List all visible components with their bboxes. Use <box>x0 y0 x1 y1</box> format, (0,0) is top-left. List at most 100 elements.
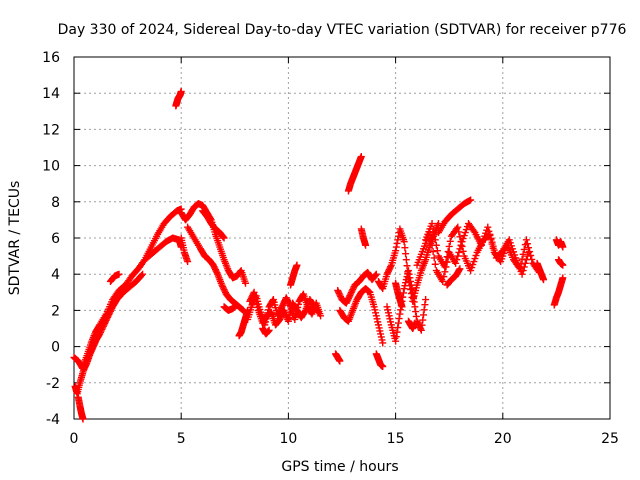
data-point <box>372 271 380 279</box>
data-point <box>417 326 425 334</box>
data-point <box>372 270 380 278</box>
data-point <box>409 293 417 301</box>
data-point <box>559 261 567 269</box>
y-tick-label: 10 <box>42 159 60 175</box>
data-point <box>269 297 277 305</box>
data-point <box>213 269 221 277</box>
data-point <box>441 263 449 271</box>
data-point <box>362 241 370 249</box>
x-tick-label: 15 <box>387 431 405 447</box>
data-point <box>525 248 533 256</box>
y-axis-label: SDTVAR / TECUs <box>7 181 23 296</box>
y-tick-label: 2 <box>51 303 60 319</box>
data-point <box>420 306 428 314</box>
data-point <box>407 281 415 289</box>
data-point <box>443 253 451 261</box>
data-point <box>431 236 439 244</box>
data-point <box>314 308 322 316</box>
data-point <box>523 252 531 260</box>
data-point <box>455 228 463 236</box>
data-point <box>444 248 452 256</box>
data-point <box>523 240 531 248</box>
data-point <box>521 259 529 267</box>
data-point <box>431 260 439 268</box>
data-point <box>520 245 528 253</box>
data-point <box>392 243 400 251</box>
data-point <box>403 262 411 270</box>
data-point <box>379 363 387 371</box>
data-point <box>455 266 463 274</box>
data-point <box>392 337 400 345</box>
data-point <box>484 223 492 231</box>
x-tick-label: 20 <box>494 431 512 447</box>
data-point <box>519 267 527 275</box>
data-point <box>455 248 463 256</box>
data-point <box>411 303 419 311</box>
data-point <box>419 311 427 319</box>
chart-title: Day 330 of 2024, Sidereal Day-to-day VTE… <box>58 22 627 38</box>
data-point <box>407 277 415 285</box>
data-point <box>293 261 301 269</box>
data-point <box>419 316 427 324</box>
data-point <box>400 238 408 246</box>
y-axis-ticks: -4 -2 0 2 4 6 8 10 12 14 16 <box>42 50 610 428</box>
data-point <box>486 230 494 238</box>
data-point <box>522 236 530 244</box>
data-point <box>398 303 406 311</box>
data-point <box>417 325 425 333</box>
data-point <box>387 263 395 271</box>
data-point <box>392 247 400 255</box>
data-point <box>421 301 429 309</box>
data-point <box>233 301 241 309</box>
data-point <box>394 319 402 327</box>
x-axis-label: GPS time / hours <box>281 459 398 475</box>
data-point <box>265 326 273 334</box>
data-point <box>456 265 464 273</box>
data-point <box>357 153 365 161</box>
data-point <box>396 310 404 318</box>
x-tick-label: 5 <box>177 431 186 447</box>
y-tick-label: 4 <box>51 267 60 283</box>
data-point <box>458 242 466 250</box>
data-point <box>428 220 436 228</box>
data-point <box>219 233 227 241</box>
x-axis-ticks: 0 5 10 15 20 25 <box>70 57 619 447</box>
data-point <box>314 307 322 315</box>
data-point <box>467 196 475 204</box>
data-point <box>470 227 478 235</box>
data-point <box>439 277 447 285</box>
data-point <box>412 308 420 316</box>
data-point <box>427 235 435 243</box>
data-point <box>432 241 440 249</box>
y-tick-label: 6 <box>51 231 60 247</box>
x-tick-label: 0 <box>70 431 79 447</box>
data-point <box>409 288 417 296</box>
y-tick-label: 16 <box>42 50 60 66</box>
data-point <box>418 321 426 329</box>
data-point <box>404 267 412 275</box>
data-point <box>430 230 438 238</box>
data-point <box>559 274 567 282</box>
data-point <box>520 263 528 271</box>
y-tick-label: 14 <box>42 86 60 102</box>
data-point <box>442 258 450 266</box>
data-point <box>410 298 418 306</box>
data-point <box>519 250 527 258</box>
data-point <box>115 270 123 278</box>
data-point <box>540 276 548 284</box>
data-point <box>526 248 534 256</box>
data-point <box>487 234 495 242</box>
y-tick-label: 12 <box>42 122 60 138</box>
data-point <box>429 225 437 233</box>
data-point <box>488 238 496 246</box>
data-point <box>522 256 530 264</box>
data-point <box>459 247 467 255</box>
data-point <box>317 312 325 320</box>
data-point <box>429 248 437 256</box>
data-point <box>393 239 401 247</box>
data-point <box>412 312 420 320</box>
data-point <box>406 274 414 282</box>
data-point <box>184 258 192 266</box>
x-tick-label: 25 <box>601 431 619 447</box>
